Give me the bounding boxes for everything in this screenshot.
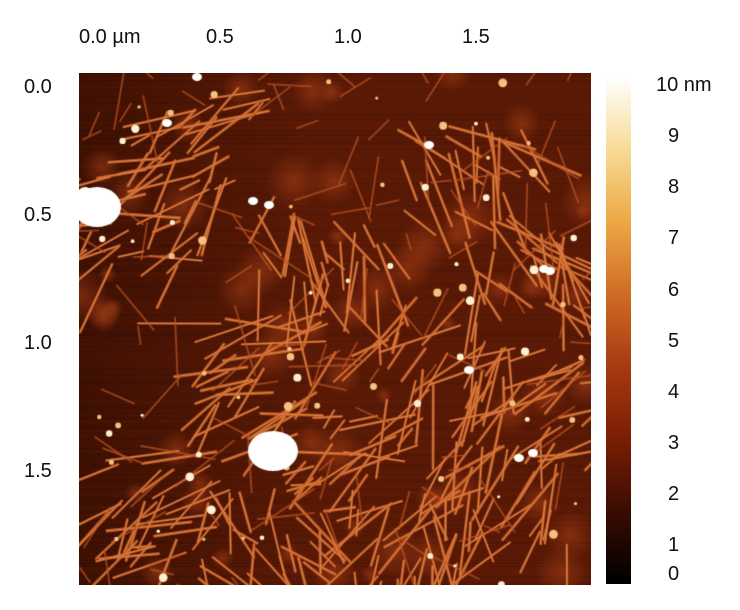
colorbar-tick-label: 7 (668, 227, 680, 249)
y-tick-label: 0.0 (24, 76, 52, 98)
x-tick-label: 0.0 µm (79, 26, 141, 48)
colorbar-tick-label: 1 (668, 534, 680, 556)
x-tick-label: 1.5 (462, 26, 490, 48)
colorbar-tick-label: 0 (668, 563, 680, 585)
colorbar-tick-label: 5 (668, 330, 680, 352)
colorbar-tick-label: 3 (668, 432, 680, 454)
x-tick-label: 0.5 (206, 26, 234, 48)
colorbar-tick-label: 8 (668, 176, 680, 198)
colorbar-tick-label: 4 (668, 381, 680, 403)
y-tick-label: 0.5 (24, 204, 52, 226)
y-tick-label: 1.0 (24, 332, 52, 354)
colorbar-tick-label: 6 (668, 279, 680, 301)
colorbar-tick-label: 2 (668, 483, 680, 505)
y-tick-label: 1.5 (24, 460, 52, 482)
colorbar-tick-label: 9 (668, 125, 680, 147)
colorbar (606, 77, 631, 584)
x-tick-label: 1.0 (334, 26, 362, 48)
colorbar-tick-label: 10 nm (656, 74, 712, 96)
afm-height-image (79, 73, 591, 585)
